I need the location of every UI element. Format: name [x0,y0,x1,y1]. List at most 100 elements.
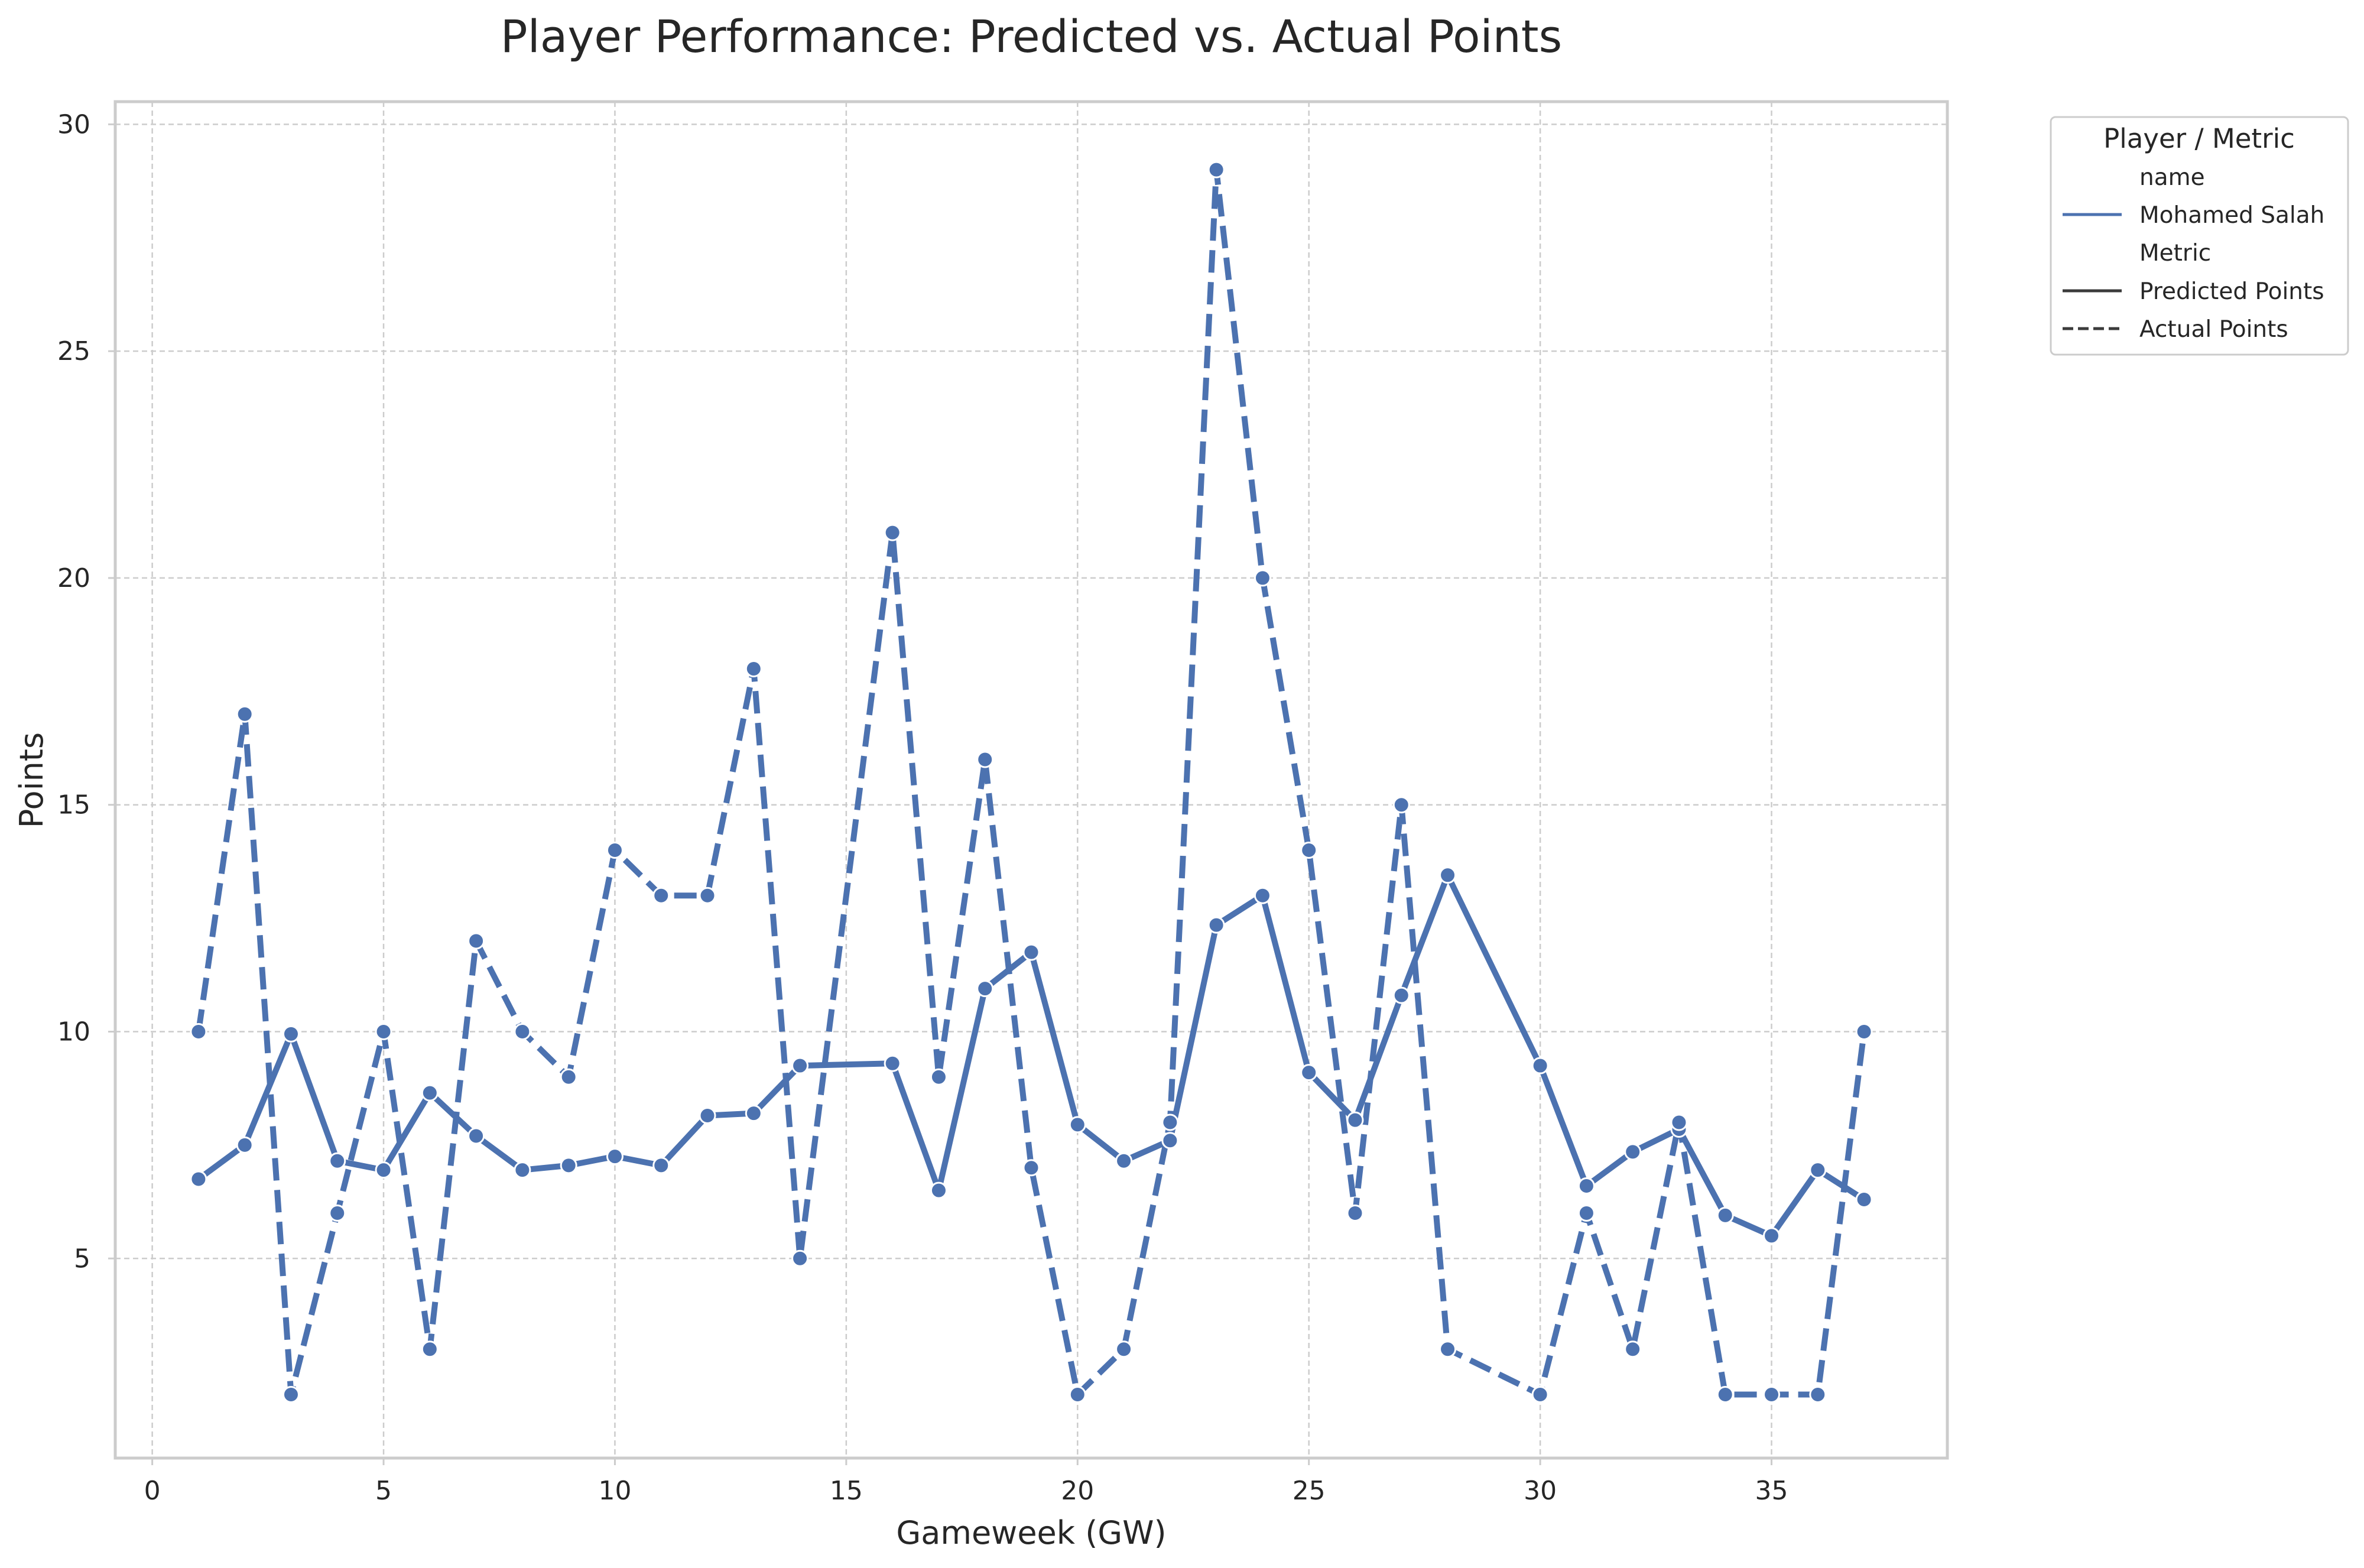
data-point-actual-points [1392,796,1410,814]
y-tick-label: 10 [57,1017,90,1047]
y-axis-label: Points [13,732,50,828]
x-tick-label: 15 [830,1476,863,1506]
data-point-predicted-points [1161,1132,1179,1150]
data-point-actual-points [652,887,670,904]
chart-title: Player Performance: Predicted vs. Actual… [501,10,1562,63]
data-point-predicted-points [1577,1177,1595,1194]
data-point-actual-points [1855,1022,1873,1040]
data-point-predicted-points [190,1170,207,1188]
data-point-actual-points [514,1022,531,1040]
y-tick-label: 15 [57,790,90,820]
y-tick-label: 30 [57,109,90,139]
data-point-actual-points [1439,1340,1457,1358]
data-point-actual-points [1069,1386,1086,1404]
data-point-actual-points [791,1249,809,1267]
data-point-actual-points [421,1340,439,1358]
data-point-predicted-points [1392,986,1410,1004]
series-line-actual-points [195,167,1868,1398]
x-tick-label: 10 [598,1476,631,1506]
data-point-predicted-points [1624,1143,1642,1161]
data-point-actual-points [606,841,624,859]
y-tick-label: 20 [57,563,90,593]
data-point-actual-points [884,524,901,541]
data-point-predicted-points [1855,1190,1873,1208]
data-point-actual-points [1346,1205,1364,1222]
data-point-actual-points [1577,1205,1595,1222]
data-point-predicted-points [1254,887,1271,904]
data-point-actual-points [1115,1340,1133,1358]
legend-box [2050,116,2349,356]
data-point-predicted-points [1763,1227,1781,1245]
data-point-predicted-points [699,1106,716,1124]
plot-frame [113,100,1949,1460]
data-point-predicted-points [236,1136,254,1154]
data-point-predicted-points [930,1181,947,1199]
x-tick-label: 0 [144,1476,161,1506]
data-point-predicted-points [375,1161,392,1179]
x-tick-label: 30 [1524,1476,1557,1506]
data-point-predicted-points [514,1161,531,1179]
data-point-predicted-points [329,1152,346,1170]
data-point-predicted-points [560,1157,577,1174]
x-tick-label: 35 [1755,1476,1788,1506]
data-point-actual-points [236,705,254,723]
data-point-actual-points [329,1205,346,1222]
data-point-predicted-points [976,980,994,998]
data-point-actual-points [1716,1386,1734,1404]
x-tick-label: 25 [1293,1476,1326,1506]
data-point-actual-points [1809,1386,1827,1404]
data-point-actual-points [1763,1386,1781,1404]
data-point-actual-points [1207,161,1225,178]
data-point-predicted-points [1346,1111,1364,1129]
legend-style-header: Metric [2139,240,2211,267]
data-point-predicted-points [282,1025,300,1043]
data-point-predicted-points [884,1054,901,1072]
data-point-actual-points [976,751,994,768]
y-tick-label: 25 [57,336,90,366]
data-point-predicted-points [1115,1152,1133,1170]
gridlines [115,102,1947,1458]
data-point-actual-points [699,887,716,904]
data-point-predicted-points [1300,1064,1318,1082]
data-point-predicted-points [652,1157,670,1174]
data-point-actual-points [1300,841,1318,859]
data-point-predicted-points [1439,866,1457,884]
data-point-predicted-points [1716,1206,1734,1224]
data-point-predicted-points [606,1148,624,1166]
data-point-predicted-points [745,1105,762,1122]
data-point-actual-points [1161,1113,1179,1131]
data-point-actual-points [190,1022,207,1040]
legend-title: Player / Metric [2103,123,2295,154]
series-layer [190,161,1873,1404]
data-point-actual-points [1670,1113,1688,1131]
x-tick-label: 5 [375,1476,392,1506]
data-point-predicted-points [1069,1116,1086,1134]
data-point-actual-points [1254,569,1271,587]
data-point-predicted-points [467,1127,485,1145]
legend-hue-item: Mohamed Salah [2139,202,2324,229]
data-point-predicted-points [421,1084,439,1102]
data-point-actual-points [282,1386,300,1404]
data-point-actual-points [745,660,762,677]
data-point-predicted-points [1531,1057,1549,1074]
data-point-actual-points [1624,1340,1642,1358]
data-point-predicted-points [1809,1161,1827,1179]
data-point-actual-points [930,1068,947,1086]
axis-ticks: 0 5 10 15 20 25 30 35 5 10 15 20 25 30 [57,109,1788,1506]
y-tick-label: 5 [74,1244,90,1274]
x-tick-label: 20 [1061,1476,1094,1506]
data-point-predicted-points [1207,916,1225,934]
legend-hue-header: name [2139,164,2205,191]
data-point-actual-points [467,932,485,950]
legend: Player / Metric name Mohamed Salah Metri… [2050,116,2349,356]
data-point-actual-points [1022,1159,1040,1177]
data-point-actual-points [375,1022,392,1040]
legend-style-predicted: Predicted Points [2139,278,2324,305]
data-point-actual-points [1531,1386,1549,1404]
data-point-actual-points [560,1068,577,1086]
data-point-predicted-points [791,1057,809,1074]
data-point-predicted-points [1022,943,1040,961]
legend-style-actual: Actual Points [2139,316,2288,343]
x-axis-label: Gameweek (GW) [896,1514,1166,1551]
